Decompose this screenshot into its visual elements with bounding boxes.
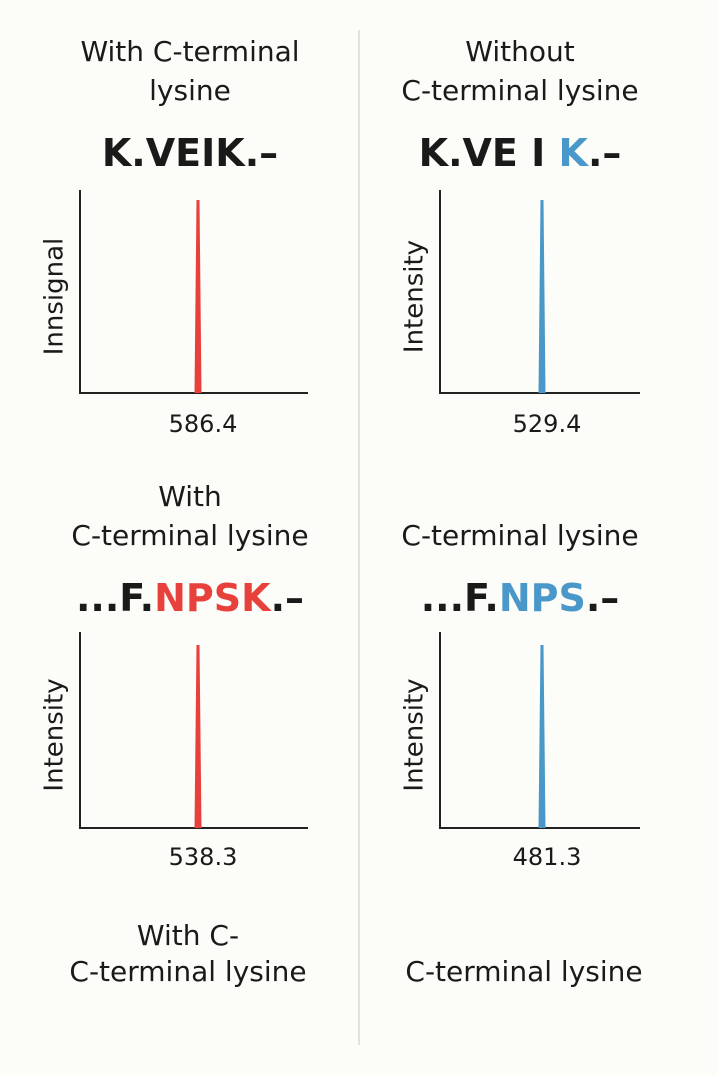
panel-heading: With C-terminal xyxy=(80,35,299,68)
peak-label: 586.4 xyxy=(169,410,238,438)
peptide: ...F.NPS.– xyxy=(421,576,620,620)
axes xyxy=(79,190,308,394)
peak xyxy=(194,645,202,828)
peak-label: 481.3 xyxy=(513,843,582,871)
axes xyxy=(79,632,308,829)
peptide: K.VEIK.– xyxy=(102,131,278,175)
panel-heading: Without xyxy=(465,35,574,68)
peptide-part: .– xyxy=(586,576,619,620)
y-axis-label: Innsignal xyxy=(40,238,70,356)
peak xyxy=(194,200,202,393)
axes xyxy=(439,632,640,829)
peptide: ...F.NPSK.– xyxy=(76,576,304,620)
panel-heading: C-terminal lysine xyxy=(401,519,638,552)
peptide-part: ...F. xyxy=(76,576,154,620)
footer-text: C-terminal lysine xyxy=(405,955,642,988)
peptide-part: .– xyxy=(271,576,304,620)
peptide-part: K.VE I xyxy=(419,131,559,175)
y-axis-label: Intensity xyxy=(400,678,430,791)
peptide-part: K.VEIK.– xyxy=(102,131,278,175)
y-axis-label: Intensity xyxy=(40,678,70,791)
axes xyxy=(439,190,640,394)
peptide-part: K xyxy=(558,131,589,175)
peptide: K.VE I K.– xyxy=(419,131,622,175)
peak-label: 529.4 xyxy=(513,410,582,438)
panel-heading: With xyxy=(158,480,222,513)
panel-heading: lysine xyxy=(149,74,231,107)
peak xyxy=(538,200,546,393)
footer-text: C-terminal lysine xyxy=(69,955,306,988)
panel-heading: C-terminal lysine xyxy=(401,74,638,107)
peak xyxy=(538,645,546,828)
peptide-part: ...F. xyxy=(421,576,499,620)
peak-label: 538.3 xyxy=(169,843,238,871)
y-axis-label: Intensity xyxy=(400,240,430,353)
footer-text: With C- xyxy=(137,919,239,952)
peptide-part: .– xyxy=(588,131,621,175)
panel-heading: C-terminal lysine xyxy=(71,519,308,552)
peptide-part: NPSK xyxy=(154,576,272,620)
peptide-part: NPS xyxy=(499,576,586,620)
